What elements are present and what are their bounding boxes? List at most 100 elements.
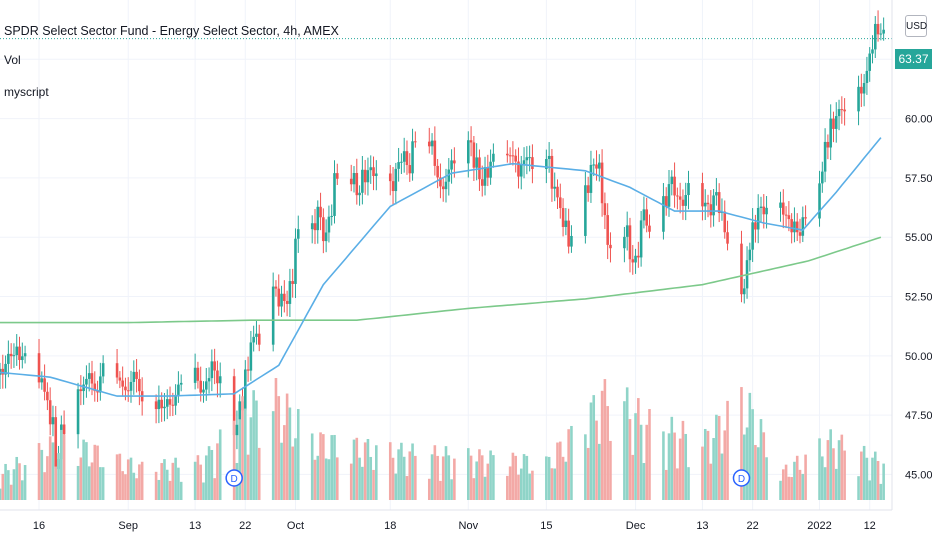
volume-bar bbox=[21, 480, 24, 500]
candle-body bbox=[121, 380, 124, 387]
volume-bar bbox=[478, 449, 481, 500]
candle-body bbox=[402, 151, 406, 162]
volume-bar bbox=[865, 457, 869, 500]
volume-bar bbox=[85, 442, 88, 500]
volume-bar bbox=[294, 438, 297, 500]
volume-bar bbox=[285, 393, 289, 500]
candle-body bbox=[430, 140, 434, 147]
candle-body bbox=[598, 162, 601, 169]
indicator-myscript-label[interactable]: myscript bbox=[4, 85, 49, 99]
volume-bar bbox=[882, 463, 885, 500]
candle-body bbox=[492, 153, 495, 162]
time-axis-tick: 2022 bbox=[807, 520, 831, 532]
candle-body bbox=[213, 361, 216, 371]
volume-bar bbox=[712, 438, 715, 500]
volume-bar bbox=[687, 467, 690, 500]
candle-body bbox=[754, 222, 757, 230]
volume-bar bbox=[639, 424, 643, 500]
volume-bar bbox=[79, 457, 83, 500]
candle-body bbox=[252, 336, 255, 343]
candle-body bbox=[556, 186, 559, 198]
volume-bar bbox=[126, 459, 130, 500]
volume-bar bbox=[522, 454, 526, 500]
candle-body bbox=[85, 378, 88, 385]
candle-body bbox=[93, 383, 97, 392]
symbol-title[interactable]: SPDR Select Sector Fund - Energy Select … bbox=[4, 24, 339, 38]
candle-body bbox=[319, 206, 322, 218]
candle-body bbox=[369, 167, 373, 171]
volume-bar bbox=[363, 442, 367, 500]
volume-bar bbox=[213, 478, 216, 500]
time-axis-tick: 22 bbox=[747, 520, 759, 532]
volume-bar bbox=[511, 452, 515, 500]
candle-body bbox=[826, 141, 830, 148]
candle-body bbox=[9, 353, 13, 357]
volume-bar bbox=[199, 464, 202, 500]
volume-bar bbox=[673, 432, 676, 500]
candle-body bbox=[545, 159, 548, 170]
candle-body bbox=[687, 183, 690, 196]
volume-bar bbox=[372, 469, 375, 500]
candle-body bbox=[163, 406, 166, 409]
candle-body bbox=[801, 217, 805, 236]
indicator-vol-label[interactable]: Vol bbox=[4, 53, 21, 67]
volume-bar bbox=[168, 480, 172, 500]
candle-body bbox=[246, 369, 250, 371]
time-axis-tick: 16 bbox=[33, 520, 45, 532]
dividend-marker-label: D bbox=[738, 474, 745, 485]
candle-body bbox=[4, 363, 7, 375]
candle-body bbox=[310, 223, 314, 230]
volume-bar bbox=[528, 473, 531, 500]
candle-body bbox=[860, 86, 863, 94]
volume-bar bbox=[670, 416, 674, 500]
time-axis-tick: Nov bbox=[459, 520, 479, 532]
volume-bar bbox=[826, 440, 830, 500]
volume-bar bbox=[37, 443, 41, 500]
currency-button[interactable]: USD bbox=[905, 15, 927, 37]
volume-bar bbox=[405, 476, 409, 500]
candle-body bbox=[628, 225, 632, 260]
volume-bar bbox=[7, 470, 10, 500]
volume-bar bbox=[717, 415, 721, 500]
candle-body bbox=[681, 199, 685, 206]
volume-bar bbox=[204, 455, 208, 500]
volume-bar bbox=[46, 456, 49, 500]
volume-bar bbox=[486, 463, 490, 500]
volume-bar bbox=[310, 433, 314, 500]
volume-bar bbox=[18, 463, 21, 500]
candle-body bbox=[394, 168, 398, 192]
volume-bar bbox=[447, 455, 451, 500]
volume-bar bbox=[358, 457, 361, 500]
candle-body bbox=[79, 389, 83, 392]
volume-bar bbox=[871, 457, 874, 500]
volume-bar bbox=[327, 459, 331, 500]
candle-body bbox=[742, 288, 746, 295]
volume-bar bbox=[508, 466, 512, 500]
volume-bar bbox=[241, 396, 244, 500]
candle-body bbox=[54, 417, 58, 470]
volume-bar bbox=[765, 457, 768, 500]
candle-body bbox=[235, 424, 239, 436]
candle-body bbox=[561, 208, 565, 227]
candle-body bbox=[193, 367, 197, 383]
candle-body bbox=[283, 293, 286, 302]
candle-body bbox=[48, 400, 52, 425]
price-axis-tick: 55.00 bbox=[905, 232, 932, 244]
volume-bar bbox=[550, 468, 554, 500]
time-axis-tick: Oct bbox=[287, 520, 304, 532]
candle-body bbox=[43, 378, 46, 392]
candle-body bbox=[779, 202, 782, 208]
volume-bar bbox=[483, 476, 487, 500]
volume-bar bbox=[790, 477, 793, 500]
volume-bar bbox=[87, 466, 91, 500]
volume-bar bbox=[745, 427, 749, 500]
volume-bar bbox=[157, 479, 161, 500]
volume-bar bbox=[834, 468, 838, 500]
volume-bar bbox=[868, 480, 871, 500]
price-axis-tick: 57.50 bbox=[905, 173, 932, 185]
volume-bar bbox=[288, 407, 292, 500]
candle-body bbox=[7, 353, 10, 364]
volume-bar bbox=[873, 451, 877, 500]
candle-body bbox=[335, 173, 339, 179]
